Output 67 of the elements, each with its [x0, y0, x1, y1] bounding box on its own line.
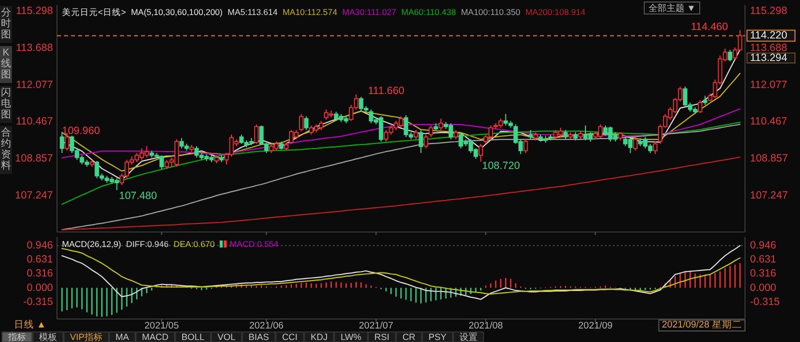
text: 模板 [39, 332, 57, 342]
y2-tick-label: 110.467 [750, 116, 788, 128]
text: MA30:111.027 [342, 7, 397, 17]
text: 设置 [459, 332, 478, 342]
y-tick-label: -0.315 [23, 296, 54, 308]
text: KDJ [310, 332, 328, 342]
y2-tick-label: 0.946 [750, 240, 776, 252]
y-tick-label: 0.946 [26, 240, 54, 252]
y-tick-label: 107.247 [15, 189, 54, 202]
annotation: 全部主题 ▼ [648, 3, 696, 13]
legend-label: MACD:0.554 [230, 239, 279, 249]
y2-tick-label: 113.688 [750, 42, 788, 54]
text: RSI [374, 332, 390, 342]
text: K线图 [1, 48, 11, 80]
text: MA60:110.438 [401, 7, 456, 17]
text: MACD [142, 332, 170, 342]
text: 分时图 [1, 6, 11, 40]
text: 合约资料 [1, 126, 11, 172]
y2-tick-label: -0.315 [750, 296, 780, 308]
y-tick-label: 113.688 [16, 42, 54, 54]
text: 闪电图 [1, 86, 11, 120]
y2-tick-label: 108.857 [750, 152, 788, 165]
text: MA5:113.614 [228, 7, 278, 17]
text: VIP指标 [70, 332, 103, 342]
annotation: 109.960 [62, 125, 100, 137]
y-tick-label: 0.316 [26, 268, 54, 280]
text: CCI [282, 332, 298, 342]
y2-tick-label: 0.631 [750, 254, 776, 266]
text: MA100:110.350 [460, 7, 521, 17]
legend-title: MA(5,10,30,60,100,200) [130, 7, 223, 17]
annotation: 108.720 [482, 160, 520, 172]
ref-line-label: 114.220 [750, 30, 788, 42]
y-tick-label: 115.298 [16, 5, 54, 17]
y-tick-label: 112.077 [16, 78, 54, 91]
y2-tick-label: 115.298 [750, 5, 788, 17]
text: LW% [340, 332, 362, 342]
y2-tick-label: 112.077 [750, 78, 788, 91]
text: MA [116, 332, 130, 342]
text: 113.294 [750, 52, 788, 64]
x-tick-label: 2021/05 [144, 320, 179, 332]
y-tick-label: 110.467 [16, 116, 54, 128]
y2-tick-label: 107.247 [750, 189, 788, 202]
chart-title: 美元日元<日线> [62, 7, 126, 17]
y-tick-label: 0.000 [26, 282, 54, 294]
y-tick-label: 108.857 [15, 152, 54, 165]
text: 日线 ▲ [14, 318, 46, 330]
annotation: 107.480 [119, 190, 158, 202]
text: PSY [428, 332, 446, 342]
y2-tick-label: 0.000 [750, 282, 776, 294]
text: BIAS [248, 332, 270, 342]
text: BOLL [182, 332, 205, 342]
text: CR [402, 332, 416, 342]
text: VOL [218, 332, 236, 342]
y2-tick-label: 0.316 [750, 268, 776, 280]
text: MA200:108.914 [525, 7, 586, 17]
text: DEA:0.670 [174, 239, 215, 249]
x-tick-label: 2021/06 [249, 320, 284, 332]
x-tick-label: 2021/08 [468, 320, 503, 332]
text: MA10:112.574 [282, 7, 338, 17]
y-tick-label: 0.631 [26, 254, 54, 266]
x-tick-label: 2021/09 [578, 320, 613, 332]
text: 指标 [7, 332, 26, 342]
annotation: 114.460 [690, 21, 728, 33]
text: DIFF:0.946 [126, 239, 169, 249]
x-tick-label: 2021/07 [358, 320, 394, 332]
annotation: 111.660 [368, 85, 405, 97]
chart-title: MACD(26,12,9) [62, 239, 122, 249]
